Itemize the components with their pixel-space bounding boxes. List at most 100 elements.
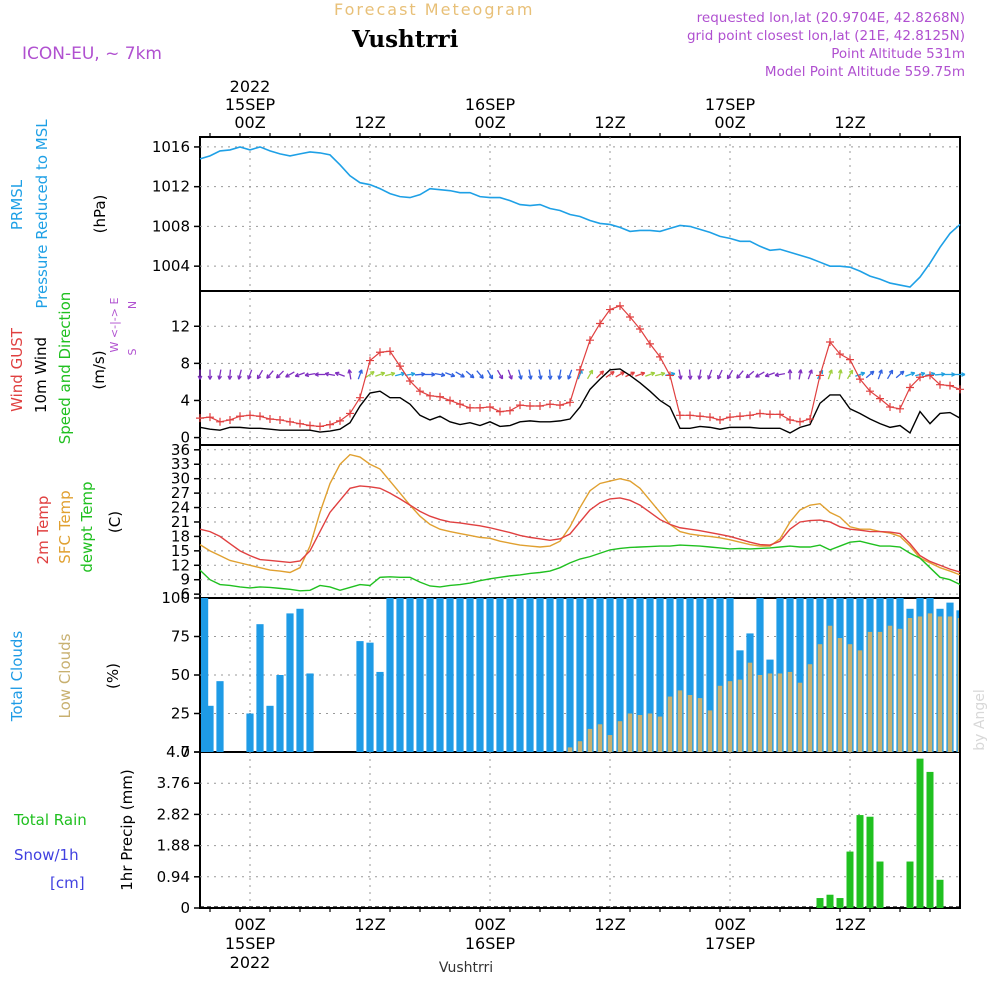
temp-2m-label: 2m Temp	[34, 496, 52, 565]
temp-dewpt-line	[199, 540, 961, 592]
wind-gust-marker	[526, 402, 534, 411]
total-cloud-bar	[616, 598, 624, 752]
y-tick-label: 15	[171, 542, 190, 560]
total-cloud-bar	[436, 598, 444, 752]
wind-vector-head	[951, 372, 956, 376]
low-cloud-bar	[627, 713, 633, 752]
wind-vector-shaft	[266, 370, 274, 379]
wind-vector-shaft	[558, 369, 562, 380]
wind-vector-shaft	[304, 372, 316, 377]
wind-vector-shaft	[717, 369, 723, 380]
total-cloud-bar	[206, 705, 214, 752]
wind-vector-head	[698, 375, 703, 380]
total-cloud-bar	[526, 598, 534, 752]
wind-vector-shaft	[615, 371, 625, 378]
wind-gust-marker	[706, 413, 714, 422]
wind-gust-marker	[576, 365, 584, 374]
y-tick-label: 0	[180, 743, 190, 761]
y-tick-label: 0	[180, 429, 190, 447]
wind-vector-head	[238, 375, 242, 380]
wind-gust-marker	[806, 415, 814, 424]
pressure-unit-label: (hPa)	[91, 195, 109, 234]
meteogram-title: Forecast Meteogram	[334, 0, 535, 19]
wind-gust-marker	[316, 422, 324, 431]
wind-gust-marker	[716, 415, 724, 424]
total-cloud-bar	[376, 671, 384, 752]
wind-vector-shaft	[698, 369, 702, 380]
requested-coordinates: requested lon,lat (20.9704E, 42.8268N)	[696, 10, 965, 26]
wind-gust-marker	[866, 387, 874, 396]
wind-vector-head	[370, 370, 375, 373]
wind-gust-marker	[906, 383, 914, 392]
wind-vector-head	[941, 371, 946, 375]
wind-vector-head	[218, 375, 223, 380]
wind-vector-head	[899, 370, 904, 373]
wind-gust-marker	[346, 409, 354, 418]
wind-vector-shaft	[238, 369, 242, 380]
low-cloud-bar	[747, 662, 753, 752]
wind-vector-shaft	[496, 369, 504, 380]
wind-direction-label: Speed and Direction	[56, 292, 74, 445]
wind-vector-shaft	[586, 369, 594, 380]
total-cloud-bar	[596, 598, 604, 752]
wind-gust-marker	[816, 371, 824, 380]
total-cloud-bar	[296, 608, 304, 752]
wind-vector-shaft	[886, 369, 894, 380]
wind-gust-marker	[656, 352, 664, 361]
y-tick-label: 33	[171, 455, 190, 473]
wind-vector-head	[421, 371, 426, 375]
wind-gust-marker	[926, 371, 934, 380]
wind-gust-marker	[566, 398, 574, 407]
total-cloud-bar	[666, 598, 674, 752]
total-cloud-bar	[266, 705, 274, 752]
low-cloud-bar	[767, 673, 773, 752]
wind-unit-label: (m/s)	[90, 350, 108, 389]
rain-bar	[906, 861, 914, 908]
total-cloud-bar	[306, 673, 314, 752]
wind-vector-shaft	[635, 372, 645, 377]
wind-gust-marker	[736, 412, 744, 421]
total-cloud-bar	[366, 642, 374, 752]
wind-gust-marker	[956, 385, 964, 394]
y-tick-label: 27	[171, 484, 190, 502]
total-cloud-bar	[656, 598, 664, 752]
bottom-time-label: 12Z	[834, 915, 865, 934]
top-time-label: 15SEP	[225, 95, 276, 114]
wind-vector-shaft	[385, 372, 395, 377]
wind-vector-head	[520, 375, 523, 380]
wind-vector-shaft	[838, 369, 842, 380]
wind-gust-marker	[536, 402, 544, 411]
total-cloud-bar	[286, 613, 294, 752]
wind-vector-head	[808, 369, 813, 373]
wind-vector-head	[209, 375, 213, 380]
low-cloud-bar	[837, 638, 843, 752]
wind-vector-shaft	[414, 373, 426, 376]
wind-gust-marker	[416, 387, 424, 396]
low-cloud-bar	[847, 644, 853, 752]
top-time-label: 00Z	[714, 113, 745, 132]
low-cloud-bar	[707, 710, 713, 752]
wind-gust-marker	[786, 415, 794, 424]
wind-gust-marker	[586, 336, 594, 345]
y-tick-label: 0.94	[157, 868, 190, 886]
wind-vector-head	[689, 375, 693, 380]
wind-vector-head	[787, 369, 791, 374]
wind-vector-shaft	[736, 370, 744, 379]
y-tick-label: 1004	[152, 257, 190, 275]
wind-vector-shaft	[798, 369, 802, 380]
model-label: ICON-EU, ~ 7km	[22, 44, 162, 64]
wind-vector-head	[588, 369, 593, 373]
low-cloud-bar	[817, 644, 823, 752]
wind-vector-shaft	[507, 369, 513, 380]
wind-vector-shaft	[865, 370, 875, 379]
wind-vector-head	[304, 374, 310, 378]
wind-vector-shaft	[395, 372, 405, 377]
rain-bar	[846, 851, 854, 908]
wind-vector-head	[930, 371, 936, 375]
wind-vector-shaft	[455, 371, 465, 378]
total-cloud-bar	[566, 598, 574, 752]
wind-vector-head	[276, 376, 281, 379]
wind-gust-marker	[606, 305, 614, 314]
wind-gust-marker	[286, 417, 294, 426]
